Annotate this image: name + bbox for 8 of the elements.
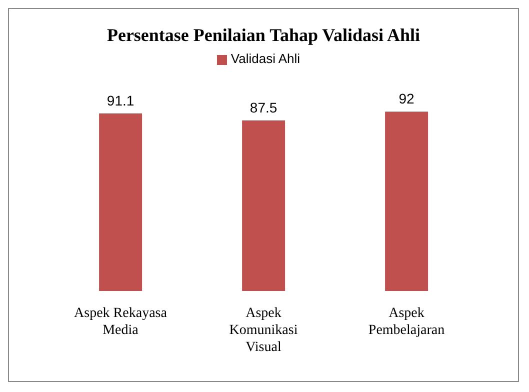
x-tick-label: Aspek Rekayasa Media	[74, 306, 168, 338]
x-tick-label: Aspek Komunikasi Visual	[229, 306, 298, 355]
data-label: 91.1	[106, 92, 134, 108]
chart-title: Persentase Penilaian Tahap Validasi Ahli	[106, 25, 422, 46]
data-label: 92	[398, 90, 415, 107]
legend-label: Validasi Ahli	[230, 51, 300, 66]
x-tick-label: Aspek Pembelajaran	[368, 306, 445, 338]
data-label: 87.5	[250, 99, 278, 116]
